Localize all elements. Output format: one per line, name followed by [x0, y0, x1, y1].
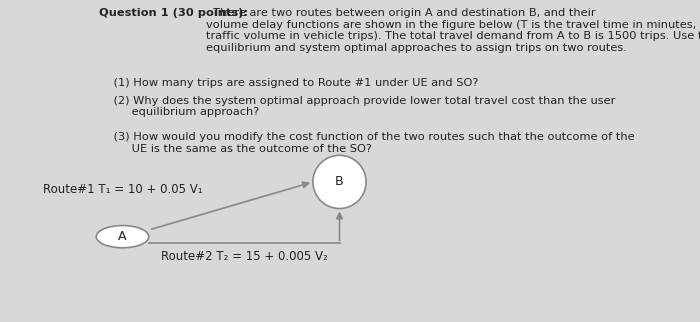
Text: A: A — [118, 230, 127, 243]
Text: Route#1 T₁ = 10 + 0.05 V₁: Route#1 T₁ = 10 + 0.05 V₁ — [43, 183, 203, 196]
Text: (2) Why does the system optimal approach provide lower total travel cost than th: (2) Why does the system optimal approach… — [99, 96, 616, 118]
Text: Question 1 (30 points):: Question 1 (30 points): — [99, 8, 248, 18]
Text: (1) How many trips are assigned to Route #1 under UE and SO?: (1) How many trips are assigned to Route… — [99, 78, 479, 88]
Ellipse shape — [313, 155, 366, 209]
Text: There are two routes between origin A and destination B, and their
volume delay : There are two routes between origin A an… — [206, 8, 700, 53]
Text: Route#2 T₂ = 15 + 0.005 V₂: Route#2 T₂ = 15 + 0.005 V₂ — [161, 250, 328, 263]
Ellipse shape — [96, 226, 148, 248]
Text: B: B — [335, 175, 344, 188]
Text: (3) How would you modify the cost function of the two routes such that the outco: (3) How would you modify the cost functi… — [99, 132, 635, 154]
